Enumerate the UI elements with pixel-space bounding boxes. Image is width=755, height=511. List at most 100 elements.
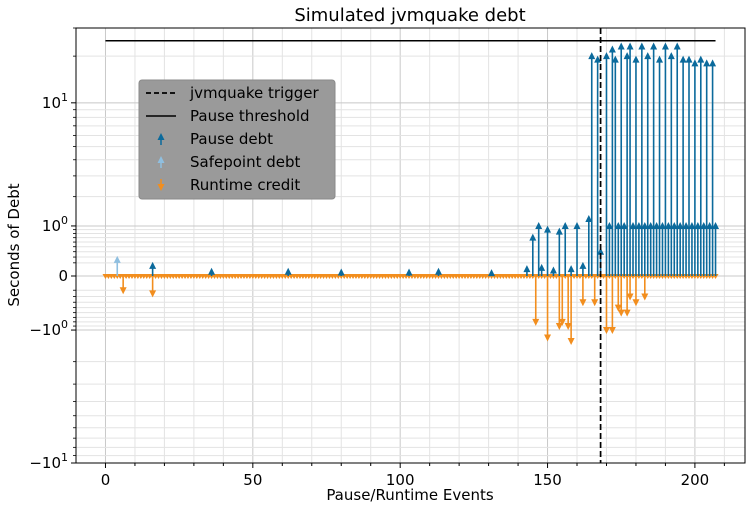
- debt-marker: [488, 269, 496, 277]
- debt-marker: [284, 267, 292, 275]
- debt-marker: [670, 221, 678, 229]
- debt-marker: [647, 221, 655, 229]
- debt-marker: [709, 59, 717, 67]
- debt-marker: [535, 221, 543, 229]
- debt-marker: [614, 221, 622, 229]
- debt-marker: [538, 263, 546, 271]
- credit-marker: [532, 318, 540, 326]
- credit-marker: [579, 299, 587, 307]
- legend-entry-label: Safepoint debt: [190, 153, 301, 171]
- debt-marker: [608, 45, 616, 53]
- debt-marker: [667, 52, 675, 60]
- debt-marker: [623, 52, 631, 60]
- debt-marker: [567, 265, 575, 273]
- debt-marker: [337, 268, 345, 276]
- x-axis-label: Pause/Runtime Events: [326, 486, 494, 504]
- legend: jvmquake trigger Pause threshold Pause deb…: [138, 79, 336, 200]
- debt-marker: [626, 42, 634, 50]
- y-tick-label: −101: [29, 451, 68, 472]
- y-tick-label: 101: [42, 91, 68, 112]
- x-tick-label: 100: [386, 471, 415, 489]
- debt-marker: [676, 221, 684, 229]
- debt-marker: [691, 59, 699, 67]
- x-tick-label: 200: [681, 471, 710, 489]
- debt-marker: [620, 221, 628, 229]
- credit-marker: [608, 327, 616, 335]
- debt-marker: [712, 221, 720, 229]
- debt-marker: [673, 42, 681, 50]
- debt-marker: [588, 52, 596, 60]
- debt-marker: [208, 267, 216, 275]
- debt-marker: [644, 52, 652, 60]
- debt-marker: [685, 55, 693, 63]
- credit-marker: [626, 293, 634, 301]
- debt-marker: [605, 221, 613, 229]
- debt-marker: [149, 261, 157, 269]
- credit-marker: [558, 318, 566, 326]
- debt-marker: [706, 221, 714, 229]
- legend-entry-label: Runtime credit: [190, 176, 300, 194]
- credit-marker: [614, 304, 622, 312]
- credit-marker: [564, 323, 572, 331]
- credit-marker: [555, 323, 563, 331]
- credit-marker: [632, 299, 640, 307]
- debt-marker: [703, 59, 711, 67]
- debt-marker: [555, 227, 563, 235]
- x-tick-label: 150: [533, 471, 562, 489]
- debt-marker: [523, 265, 531, 273]
- debt-marker: [632, 55, 640, 63]
- credit-marker: [623, 309, 631, 317]
- debt-marker: [653, 221, 661, 229]
- debt-marker: [679, 55, 687, 63]
- debt-marker: [688, 221, 696, 229]
- baseline-credit-marker: [712, 274, 719, 279]
- debt-marker: [529, 233, 537, 241]
- legend-swatch-down-marker: [157, 184, 165, 191]
- data-series: [102, 28, 720, 463]
- debt-marker: [650, 42, 658, 50]
- debt-marker: [617, 42, 625, 50]
- debt-marker: [656, 55, 664, 63]
- debt-marker: [549, 266, 557, 274]
- debt-marker: [641, 221, 649, 229]
- x-tick-label: 0: [101, 471, 111, 489]
- debt-marker: [579, 261, 587, 269]
- debt-marker: [611, 55, 619, 63]
- debt-marker: [573, 221, 581, 229]
- legend-entry-label: Pause debt: [190, 130, 273, 148]
- debt-marker: [585, 215, 593, 223]
- y-tick-label: −100: [29, 318, 68, 339]
- debt-marker: [629, 221, 637, 229]
- debt-marker: [113, 255, 121, 263]
- credit-marker: [641, 293, 649, 301]
- credit-marker: [617, 309, 625, 317]
- credit-marker: [149, 290, 157, 298]
- axis-ticks: 0 50 100 150 200 101 100 0 −100 −101: [29, 27, 725, 489]
- legend-entry-label: Pause threshold: [190, 107, 310, 125]
- legend-swatch-up-marker: [157, 133, 165, 140]
- debt-marker: [561, 221, 569, 229]
- y-axis-label: Seconds of Debt: [5, 183, 23, 306]
- y-tick-label: 0: [58, 267, 68, 285]
- debt-marker: [635, 221, 643, 229]
- credit-marker: [567, 337, 575, 345]
- debt-marker: [661, 42, 669, 50]
- debt-marker: [405, 268, 413, 276]
- debt-marker: [602, 52, 610, 60]
- legend-entry-label: jvmquake trigger: [189, 84, 320, 102]
- debt-marker: [434, 267, 442, 275]
- debt-marker: [597, 247, 605, 255]
- legend-box: [138, 79, 336, 200]
- plot-frame: [75, 27, 746, 464]
- y-tick-label: 100: [42, 214, 68, 235]
- debt-marker: [664, 221, 672, 229]
- legend-swatch-up-marker: [157, 156, 165, 163]
- debt-marker: [638, 42, 646, 50]
- debt-marker: [658, 221, 666, 229]
- debt-marker: [700, 221, 708, 229]
- chart-title: Simulated jvmquake debt: [294, 5, 525, 26]
- credit-marker: [602, 327, 610, 335]
- debt-marker: [594, 55, 602, 63]
- credit-marker: [119, 287, 127, 295]
